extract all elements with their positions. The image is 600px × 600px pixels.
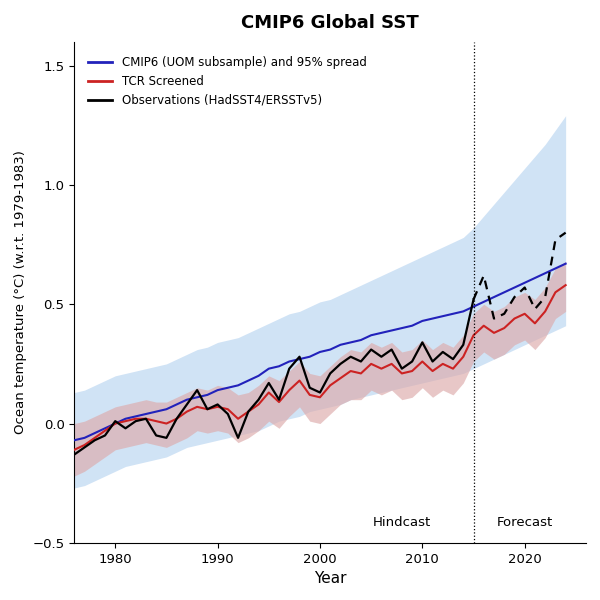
Text: Forecast: Forecast [497, 515, 553, 529]
Text: Hindcast: Hindcast [373, 515, 431, 529]
Legend: CMIP6 (UOM subsample) and 95% spread, TCR Screened, Observations (HadSST4/ERSSTv: CMIP6 (UOM subsample) and 95% spread, TC… [84, 51, 371, 112]
Y-axis label: Ocean temperature (°C) (w.r.t. 1979-1983): Ocean temperature (°C) (w.r.t. 1979-1983… [14, 151, 27, 434]
Title: CMIP6 Global SST: CMIP6 Global SST [241, 14, 419, 32]
X-axis label: Year: Year [314, 571, 346, 586]
